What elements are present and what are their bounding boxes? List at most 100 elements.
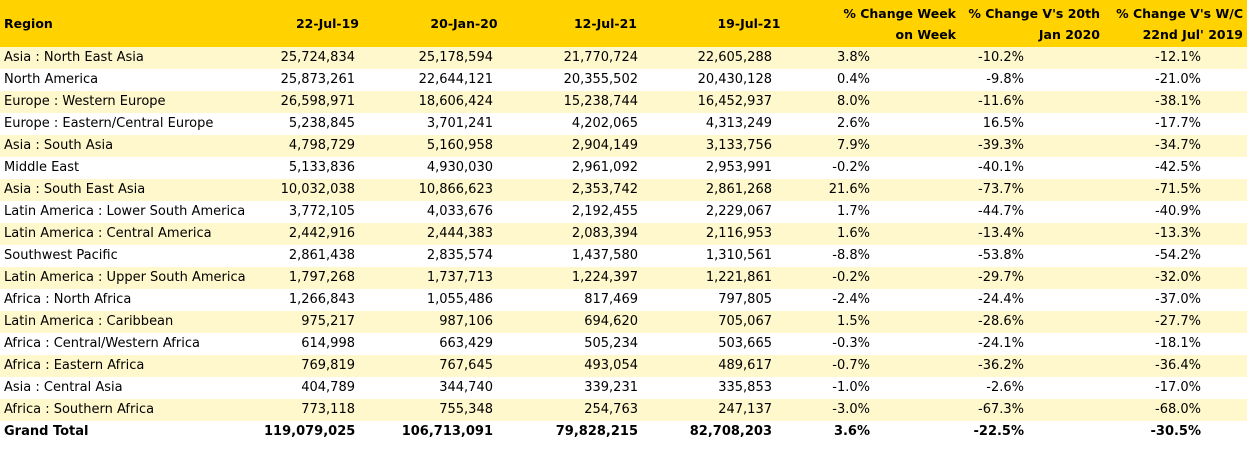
table-row: Asia : Central Asia 404,789 344,740 339,231… <box>0 377 1247 399</box>
total-region: Grand Total <box>0 421 260 443</box>
row-date-2: 2,835,574 <box>395 245 533 267</box>
row-date-4: 247,137 <box>678 399 820 421</box>
row-date-1: 1,797,268 <box>260 267 395 289</box>
row-change-2019: -21.0% <box>1104 69 1247 91</box>
row-change-2019: -13.3% <box>1104 223 1247 245</box>
row-date-4: 797,805 <box>678 289 820 311</box>
table-row: Africa : Southern Africa 773,118 755,348 25… <box>0 399 1247 421</box>
table-row: Asia : South East Asia 10,032,038 10,866,6… <box>0 179 1247 201</box>
row-change-2019: -36.4% <box>1104 355 1247 377</box>
row-change-week: 2.6% <box>820 113 960 135</box>
header-date-1: 22-Jul-19 <box>260 0 395 47</box>
row-date-1: 25,873,261 <box>260 69 395 91</box>
row-change-jan: -39.3% <box>960 135 1104 157</box>
row-date-3: 694,620 <box>533 311 678 333</box>
row-change-week: -8.8% <box>820 245 960 267</box>
total-date-2: 106,713,091 <box>395 421 533 443</box>
row-change-jan: -9.8% <box>960 69 1104 91</box>
row-date-2: 5,160,958 <box>395 135 533 157</box>
row-change-week: 7.9% <box>820 135 960 157</box>
row-date-4: 503,665 <box>678 333 820 355</box>
row-date-4: 2,229,067 <box>678 201 820 223</box>
total-date-4: 82,708,203 <box>678 421 820 443</box>
row-date-1: 769,819 <box>260 355 395 377</box>
row-change-2019: -18.1% <box>1104 333 1247 355</box>
total-date-3: 79,828,215 <box>533 421 678 443</box>
row-change-week: 1.7% <box>820 201 960 223</box>
row-date-4: 4,313,249 <box>678 113 820 135</box>
row-date-1: 10,032,038 <box>260 179 395 201</box>
row-change-jan: -11.6% <box>960 91 1104 113</box>
table-row: Latin America : Central America 2,442,916… <box>0 223 1247 245</box>
row-date-1: 2,861,438 <box>260 245 395 267</box>
table-row: Africa : Eastern Africa 769,819 767,645 493… <box>0 355 1247 377</box>
row-change-jan: -36.2% <box>960 355 1104 377</box>
row-change-2019: -34.7% <box>1104 135 1247 157</box>
table-row: North America 25,873,261 22,644,121 20,355,… <box>0 69 1247 91</box>
row-region: Africa : Southern Africa <box>0 399 260 421</box>
row-region: North America <box>0 69 260 91</box>
row-change-2019: -40.9% <box>1104 201 1247 223</box>
table-row: Europe : Western Europe 26,598,971 18,606,… <box>0 91 1247 113</box>
header-row: Region 22-Jul-19 20-Jan-20 12-Jul-21 19-… <box>0 0 1247 47</box>
row-date-2: 25,178,594 <box>395 47 533 69</box>
row-date-2: 1,055,486 <box>395 289 533 311</box>
row-region: Latin America : Central America <box>0 223 260 245</box>
table-row: Latin America : Upper South America 1,797… <box>0 267 1247 289</box>
table-row: Europe : Eastern/Central Europe 5,238,845… <box>0 113 1247 135</box>
table-row: Latin America : Lower South America 3,772… <box>0 201 1247 223</box>
row-change-2019: -71.5% <box>1104 179 1247 201</box>
row-change-jan: -24.4% <box>960 289 1104 311</box>
row-date-2: 755,348 <box>395 399 533 421</box>
row-date-3: 2,904,149 <box>533 135 678 157</box>
table-row: Asia : North East Asia 25,724,834 25,178,5… <box>0 47 1247 69</box>
row-change-2019: -17.7% <box>1104 113 1247 135</box>
total-change-jan: -22.5% <box>960 421 1104 443</box>
row-change-2019: -42.5% <box>1104 157 1247 179</box>
row-date-2: 663,429 <box>395 333 533 355</box>
row-change-week: 8.0% <box>820 91 960 113</box>
row-change-jan: -29.7% <box>960 267 1104 289</box>
row-date-2: 2,444,383 <box>395 223 533 245</box>
row-region: Latin America : Lower South America <box>0 201 260 223</box>
row-region: Africa : Eastern Africa <box>0 355 260 377</box>
row-region: Asia : North East Asia <box>0 47 260 69</box>
table-row: Middle East 5,133,836 4,930,030 2,961,092 2,… <box>0 157 1247 179</box>
row-date-1: 404,789 <box>260 377 395 399</box>
row-change-week: -1.0% <box>820 377 960 399</box>
row-date-4: 16,452,937 <box>678 91 820 113</box>
total-date-1: 119,079,025 <box>260 421 395 443</box>
row-change-2019: -12.1% <box>1104 47 1247 69</box>
table-row: Asia : South Asia 4,798,729 5,160,958 2,904… <box>0 135 1247 157</box>
row-change-jan: -40.1% <box>960 157 1104 179</box>
row-change-jan: -44.7% <box>960 201 1104 223</box>
row-region: Africa : North Africa <box>0 289 260 311</box>
row-date-4: 1,310,561 <box>678 245 820 267</box>
header-change-jan: % Change V's 20th Jan 2020 <box>960 0 1104 47</box>
total-change-2019: -30.5% <box>1104 421 1247 443</box>
row-change-2019: -27.7% <box>1104 311 1247 333</box>
row-date-3: 4,202,065 <box>533 113 678 135</box>
table-row: Southwest Pacific 2,861,438 2,835,574 1,437… <box>0 245 1247 267</box>
row-region: Asia : South East Asia <box>0 179 260 201</box>
row-change-week: 1.5% <box>820 311 960 333</box>
row-date-4: 705,067 <box>678 311 820 333</box>
row-date-1: 5,133,836 <box>260 157 395 179</box>
row-date-2: 767,645 <box>395 355 533 377</box>
row-date-1: 2,442,916 <box>260 223 395 245</box>
row-date-4: 2,861,268 <box>678 179 820 201</box>
header-date-2: 20-Jan-20 <box>395 0 533 47</box>
row-change-jan: -67.3% <box>960 399 1104 421</box>
row-change-jan: -2.6% <box>960 377 1104 399</box>
row-date-1: 4,798,729 <box>260 135 395 157</box>
row-date-3: 2,192,455 <box>533 201 678 223</box>
row-change-jan: -24.1% <box>960 333 1104 355</box>
row-date-1: 5,238,845 <box>260 113 395 135</box>
row-date-3: 2,961,092 <box>533 157 678 179</box>
row-change-2019: -38.1% <box>1104 91 1247 113</box>
row-change-jan: -53.8% <box>960 245 1104 267</box>
grand-total-row: Grand Total 119,079,025 106,713,091 79,8… <box>0 421 1247 443</box>
row-change-week: 1.6% <box>820 223 960 245</box>
row-date-3: 339,231 <box>533 377 678 399</box>
